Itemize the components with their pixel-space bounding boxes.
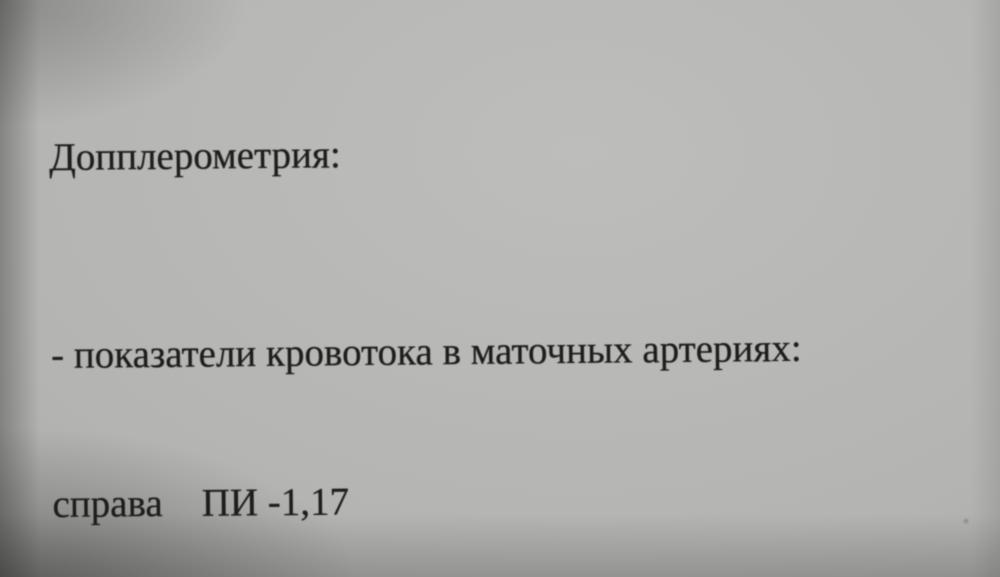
uterine-arteries-heading: - показатели кровотока в маточных артери… xyxy=(50,326,802,377)
doc-title: Допплерометрия: xyxy=(48,133,341,179)
paper-speck xyxy=(964,519,968,523)
measurement-right-pi: справа ПИ -1,17 xyxy=(52,479,350,526)
doppler-report-text: Допплерометрия: - показатели кровотока в… xyxy=(48,27,814,577)
